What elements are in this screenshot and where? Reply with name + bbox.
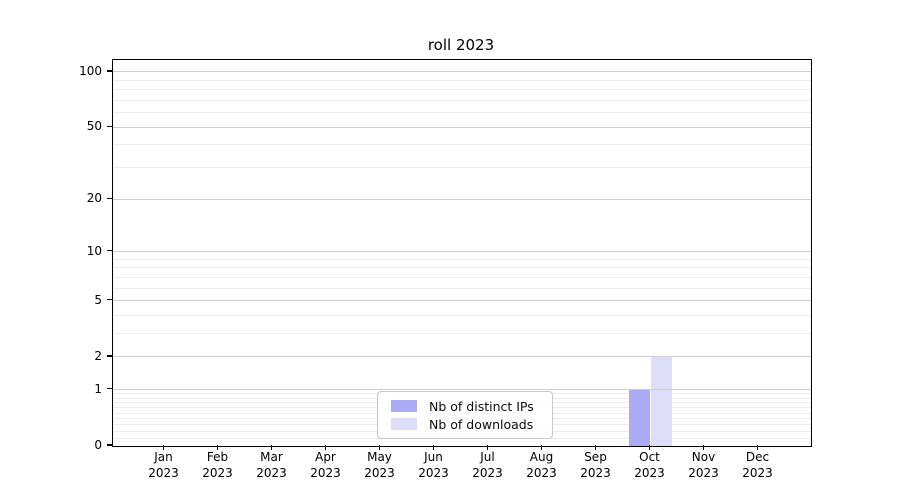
y-tick-mark — [107, 125, 112, 127]
plot-area — [112, 59, 812, 447]
gridline-major — [113, 389, 811, 391]
x-tick-mark — [594, 445, 597, 450]
x-tick-mark — [702, 445, 705, 450]
y-tick-label: 100 — [79, 63, 102, 78]
gridline-minor — [113, 89, 811, 91]
x-tick-label-line: Dec — [745, 450, 770, 464]
gridline-minor — [113, 333, 811, 335]
y-tick-label: 5 — [94, 292, 102, 307]
x-tick-label-line: 2023 — [364, 465, 395, 480]
x-tick-mark — [378, 445, 381, 450]
gridline-minor — [113, 258, 811, 260]
gridline-major — [113, 198, 811, 200]
gridline-minor — [113, 267, 811, 269]
y-tick-mark — [107, 197, 112, 199]
x-tick-mark — [216, 445, 219, 450]
legend: Nb of distinct IPs Nb of downloads — [377, 391, 553, 439]
x-tick-label-line: 2023 — [256, 465, 287, 480]
y-tick-mark — [107, 388, 112, 390]
x-tick-label: Sep 2023 — [566, 450, 626, 481]
x-tick-label-line: 2023 — [634, 465, 665, 480]
gridline-minor — [113, 287, 811, 289]
y-tick-mark — [107, 355, 112, 357]
bar — [650, 356, 673, 446]
x-tick-mark — [324, 445, 327, 450]
x-tick-label-line: 2023 — [688, 465, 719, 480]
x-tick-label: Feb 2023 — [188, 450, 248, 481]
x-tick-mark — [486, 445, 489, 450]
gridline-minor — [113, 167, 811, 169]
legend-swatch — [391, 418, 417, 430]
x-tick-mark — [756, 445, 759, 450]
gridline-minor — [113, 315, 811, 317]
x-tick-label: Aug 2023 — [512, 450, 572, 481]
x-tick-label: Oct 2023 — [620, 450, 680, 481]
y-tick-label: 2 — [94, 348, 102, 363]
y-tick-mark — [107, 299, 112, 301]
x-tick-label: Apr 2023 — [296, 450, 356, 481]
x-tick-label: Jan 2023 — [134, 450, 194, 481]
x-tick-mark — [432, 445, 435, 450]
gridline-major — [113, 126, 811, 128]
x-tick-label: Jun 2023 — [404, 450, 464, 481]
x-tick-label-line: 2023 — [418, 465, 449, 480]
gridline-major — [113, 71, 811, 73]
gridline-major — [113, 356, 811, 358]
gridline-minor — [113, 79, 811, 81]
x-tick-mark — [162, 445, 165, 450]
legend-swatch — [391, 400, 417, 412]
y-tick-label: 1 — [94, 381, 102, 396]
x-tick-label: Dec 2023 — [728, 450, 788, 481]
legend-item: Nb of distinct IPs — [391, 400, 552, 413]
y-tick-mark — [107, 70, 112, 72]
y-tick-label: 0 — [94, 438, 102, 452]
gridline-minor — [113, 276, 811, 278]
x-tick-label-line: Jan — [154, 450, 173, 464]
x-tick-label-line: Jun — [424, 450, 443, 464]
x-tick-label-line: Jul — [480, 450, 495, 464]
x-tick-label: Mar 2023 — [242, 450, 302, 481]
legend-label: Nb of distinct IPs — [429, 398, 534, 414]
x-tick-mark — [648, 445, 651, 450]
y-tick-label: 10 — [86, 243, 102, 258]
x-tick-mark — [540, 445, 543, 450]
x-tick-label: Nov 2023 — [674, 450, 734, 481]
gridline-minor — [113, 99, 811, 101]
x-tick-label-line: Feb — [206, 450, 229, 464]
y-tick-mark — [107, 444, 112, 446]
legend-label: Nb of downloads — [429, 416, 534, 432]
chart-title: roll 2023 — [427, 36, 495, 54]
x-tick-label-line: Mar — [260, 450, 283, 464]
x-tick-label-line: 2023 — [202, 465, 233, 480]
gridline-minor — [113, 112, 811, 114]
gridline-major — [113, 251, 811, 253]
gridline-minor — [113, 144, 811, 146]
x-tick-label-line: 2023 — [148, 465, 179, 480]
legend-item: Nb of downloads — [391, 418, 552, 431]
x-tick-label-line: Apr — [315, 450, 336, 464]
gridline-major — [113, 300, 811, 302]
x-tick-label-line: 2023 — [472, 465, 503, 480]
x-tick-label: Jul 2023 — [458, 450, 518, 481]
x-tick-label-line: Nov — [691, 450, 716, 464]
y-tick-label: 20 — [86, 191, 102, 206]
x-tick-label-line: Oct — [639, 450, 660, 464]
bar — [628, 389, 651, 446]
y-tick-label: 50 — [86, 119, 102, 134]
x-tick-label-line: May — [367, 450, 392, 464]
x-tick-mark — [270, 445, 273, 450]
x-tick-label: May 2023 — [350, 450, 410, 481]
x-tick-label-line: 2023 — [580, 465, 611, 480]
x-tick-label-line: 2023 — [742, 465, 773, 480]
x-tick-label-line: 2023 — [310, 465, 341, 480]
x-tick-label-line: Aug — [529, 450, 554, 464]
y-tick-mark — [107, 250, 112, 252]
x-tick-label-line: 2023 — [526, 465, 557, 480]
x-tick-label-line: Sep — [584, 450, 607, 464]
